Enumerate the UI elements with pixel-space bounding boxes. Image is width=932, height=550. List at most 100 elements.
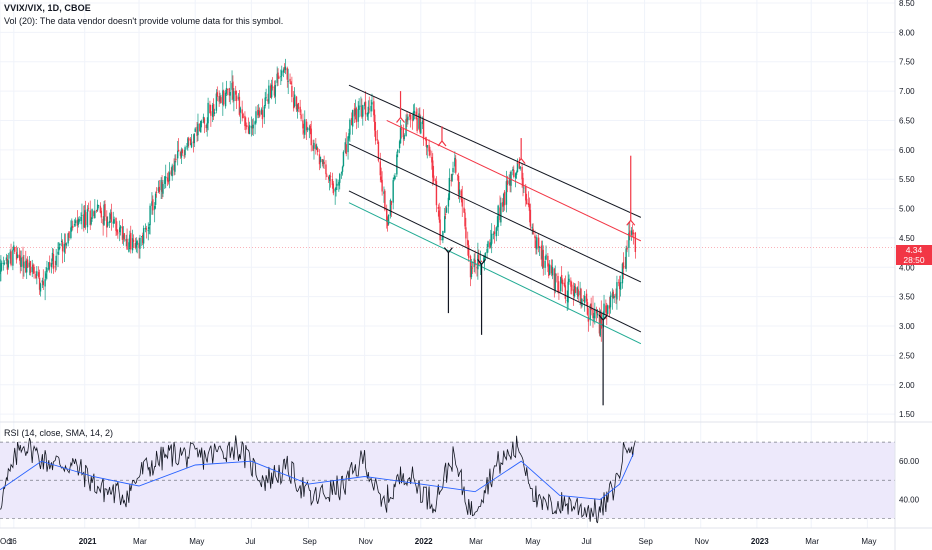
candle-body xyxy=(247,126,250,134)
candle-body xyxy=(340,172,343,174)
candle-body xyxy=(26,259,29,268)
candle-body xyxy=(241,109,243,114)
candle-body xyxy=(229,92,231,96)
candle-body xyxy=(212,104,214,117)
candle-body xyxy=(138,242,140,248)
rsi-ma-line xyxy=(0,453,634,500)
candle-body xyxy=(630,230,633,235)
candle-body xyxy=(50,263,53,268)
candle-body xyxy=(518,163,521,169)
candle-body xyxy=(186,146,188,148)
candle-body xyxy=(386,219,389,226)
candle-body xyxy=(278,77,280,79)
candle-body xyxy=(13,245,15,251)
time-tick-label: 16 xyxy=(8,537,17,546)
rsi-legend[interactable]: RSI (14, close, SMA, 14, 2) xyxy=(4,428,114,438)
candle-body xyxy=(625,248,627,269)
candle-body xyxy=(561,279,564,285)
candle-body xyxy=(148,227,150,230)
candle-body xyxy=(353,108,356,117)
candle-body xyxy=(147,230,149,232)
candle-body xyxy=(297,102,300,109)
candle-body xyxy=(489,242,491,248)
candle-body xyxy=(603,303,605,315)
candle-body xyxy=(587,316,590,322)
symbol-legend[interactable]: VVIX/VIX, 1D, CBOE xyxy=(4,3,91,13)
candle-body xyxy=(541,250,544,259)
candle-body xyxy=(439,219,441,241)
candle-body xyxy=(381,179,383,192)
candle-body xyxy=(130,232,132,250)
candle-body xyxy=(192,141,195,144)
candle-body xyxy=(283,67,286,70)
candle-body xyxy=(618,283,621,289)
time-tick-label: Oct xyxy=(0,537,13,546)
candle-body xyxy=(321,159,323,162)
candle-body xyxy=(173,164,175,171)
candle-body xyxy=(478,254,480,266)
candle-body xyxy=(332,183,335,194)
candle-body xyxy=(295,96,298,110)
candle-body xyxy=(194,128,196,132)
candle-body xyxy=(409,114,412,120)
candle-body xyxy=(261,110,264,120)
candle-body xyxy=(477,254,479,270)
candle-body xyxy=(239,107,242,113)
candle-body xyxy=(142,234,144,243)
candle-body xyxy=(523,187,525,189)
time-tick-label: Sep xyxy=(302,537,317,546)
candle-body xyxy=(116,229,118,233)
candle-body xyxy=(282,69,285,73)
candle-body xyxy=(567,281,569,303)
candle-body xyxy=(474,259,476,266)
candle-body xyxy=(428,144,430,152)
candle-body xyxy=(606,311,608,316)
candle-body xyxy=(437,207,439,209)
candle-body xyxy=(421,120,424,125)
candle-body xyxy=(306,128,309,130)
candle-body xyxy=(420,121,422,134)
candle-body xyxy=(403,135,405,140)
candle-body xyxy=(179,151,182,156)
candle-body xyxy=(302,120,304,129)
candle-body xyxy=(339,173,341,183)
candle-body xyxy=(484,253,486,259)
candle-body xyxy=(287,80,289,82)
candle-body xyxy=(3,262,6,264)
candle-body xyxy=(61,242,64,252)
candle-body xyxy=(16,254,19,259)
down-arrow-head xyxy=(396,116,406,123)
candle-body xyxy=(104,203,106,217)
candle-body xyxy=(10,251,12,266)
candle-body xyxy=(258,111,260,114)
candle-body xyxy=(500,202,502,223)
candle-body xyxy=(486,248,488,254)
channel-lower-line xyxy=(348,190,642,333)
candle-body xyxy=(600,313,602,329)
candle-body xyxy=(250,126,253,128)
candle-body xyxy=(67,233,69,244)
candle-body xyxy=(233,91,235,102)
candle-body xyxy=(335,186,337,190)
candle-body xyxy=(300,114,302,119)
candle-body xyxy=(218,95,220,102)
candle-body xyxy=(557,276,559,292)
candle-body xyxy=(319,156,322,163)
price-tick-label: 2.50 xyxy=(899,351,915,360)
candle-body xyxy=(542,249,544,268)
candle-body xyxy=(12,249,14,266)
candle-body xyxy=(505,181,508,205)
candle-body xyxy=(413,110,416,114)
candle-body xyxy=(608,305,611,309)
candle-body xyxy=(593,316,595,318)
candle-body xyxy=(612,291,614,298)
candle-body xyxy=(309,126,312,130)
candle-body xyxy=(576,287,579,296)
candle-body xyxy=(355,107,358,123)
candle-body xyxy=(18,254,21,258)
candle-body xyxy=(618,282,620,284)
candle-body xyxy=(188,138,190,141)
candle-body xyxy=(2,263,5,265)
candle-body xyxy=(264,97,266,107)
